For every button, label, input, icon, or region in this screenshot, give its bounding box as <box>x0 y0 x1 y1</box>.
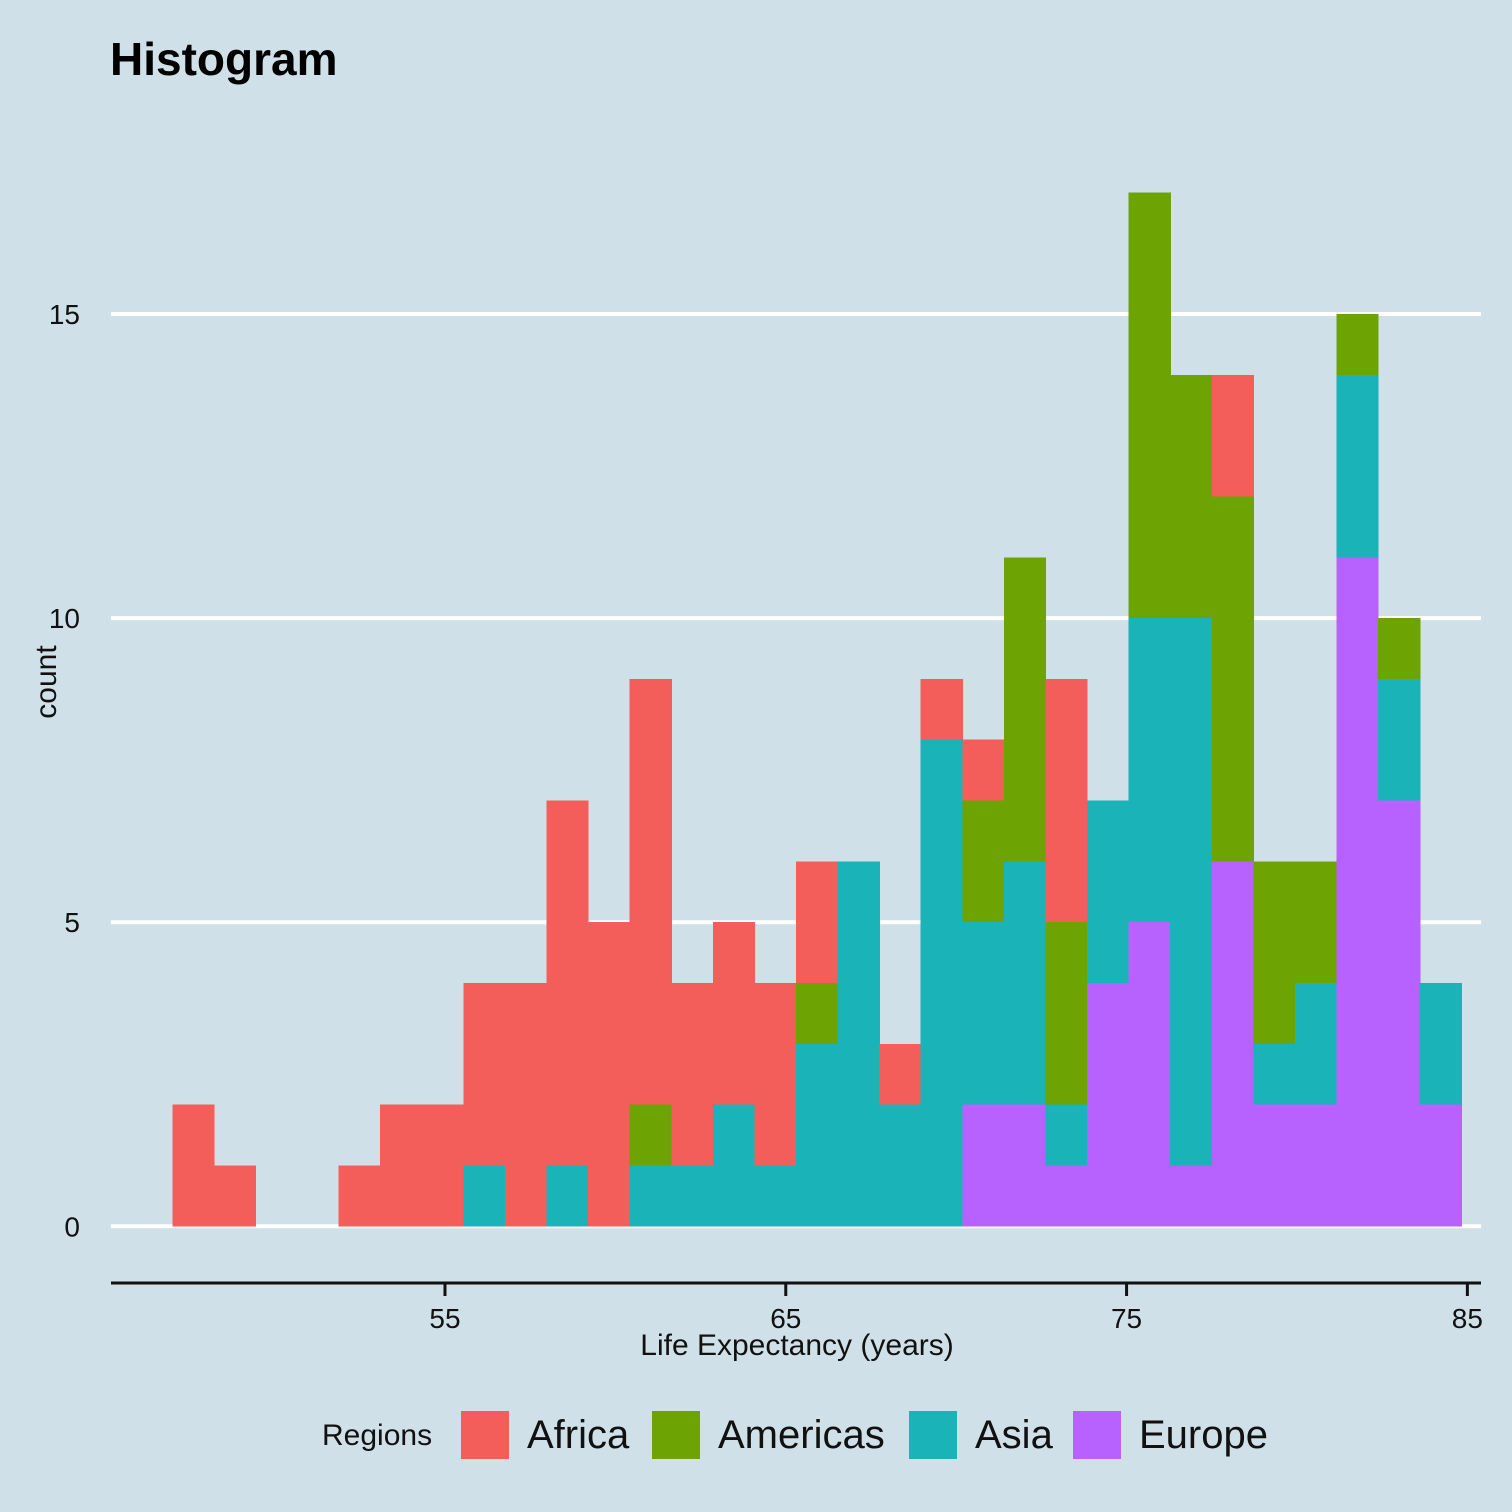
bar-americas-bin-23 <box>1128 192 1171 619</box>
bar-europe-bin-22 <box>1087 983 1130 1227</box>
legend-title: Regions <box>322 1419 432 1452</box>
bar-asia-bin-23 <box>1128 618 1171 923</box>
legend-label-africa: Africa <box>527 1413 630 1457</box>
bar-americas-bin-19 <box>962 800 1005 923</box>
bar-africa-bin-0 <box>172 1104 215 1227</box>
bar-europe-bin-24 <box>1170 1165 1213 1227</box>
x-tick-label-75: 75 <box>1111 1303 1142 1334</box>
bar-americas-bin-21 <box>1045 922 1088 1105</box>
bar-europe-bin-30 <box>1419 1104 1462 1227</box>
y-tick-label-5: 5 <box>64 907 80 938</box>
y-axis-title: count <box>30 645 63 719</box>
bar-americas-bin-27 <box>1294 861 1338 984</box>
legend-key-asia <box>909 1411 957 1459</box>
legend-label-europe: Europe <box>1139 1413 1268 1457</box>
bar-europe-bin-26 <box>1253 1104 1296 1227</box>
bar-africa-bin-19 <box>962 739 1005 801</box>
bar-africa-bin-12 <box>671 983 714 1166</box>
bar-asia-bin-18 <box>920 739 963 1227</box>
bar-africa-bin-21 <box>1045 678 1088 923</box>
bar-africa-bin-7 <box>463 983 506 1166</box>
legend: Regions Africa Americas Asia Europe <box>322 1411 1268 1459</box>
bar-africa-bin-17 <box>879 1043 922 1105</box>
bar-europe-bin-23 <box>1128 922 1171 1227</box>
bar-europe-bin-28 <box>1336 557 1379 1227</box>
bar-africa-bin-6 <box>421 1104 464 1227</box>
bars <box>172 192 1462 1227</box>
bar-europe-bin-29 <box>1378 800 1421 1227</box>
x-tick-label-65: 65 <box>770 1303 801 1334</box>
bar-africa-bin-1 <box>213 1165 257 1227</box>
bar-africa-bin-13 <box>712 922 756 1105</box>
bar-asia-bin-28 <box>1336 374 1379 558</box>
legend-label-americas: Americas <box>718 1413 885 1457</box>
bar-asia-bin-27 <box>1294 983 1338 1105</box>
bar-asia-bin-11 <box>629 1165 672 1227</box>
bar-europe-bin-27 <box>1294 1104 1338 1227</box>
bar-africa-bin-4 <box>338 1165 381 1227</box>
bar-africa-bin-9 <box>546 800 589 1166</box>
bar-americas-bin-20 <box>1003 557 1047 862</box>
bar-americas-bin-24 <box>1170 374 1213 619</box>
y-tick-label-0: 0 <box>64 1211 80 1242</box>
x-tick-label-55: 55 <box>429 1303 460 1334</box>
bar-asia-bin-24 <box>1170 618 1213 1166</box>
bar-africa-bin-5 <box>380 1104 423 1227</box>
bar-asia-bin-16 <box>837 861 880 1227</box>
x-axis: 55 65 75 85 <box>111 1281 1483 1334</box>
bar-americas-bin-25 <box>1211 496 1254 862</box>
bar-asia-bin-21 <box>1045 1104 1088 1166</box>
bar-asia-bin-7 <box>463 1165 506 1227</box>
bar-asia-bin-13 <box>712 1104 756 1227</box>
bar-africa-bin-8 <box>504 983 548 1227</box>
bar-asia-bin-30 <box>1419 983 1462 1105</box>
bar-asia-bin-15 <box>796 1043 839 1227</box>
bar-europe-bin-25 <box>1211 861 1254 1227</box>
bar-asia-bin-26 <box>1253 1043 1296 1105</box>
bar-africa-bin-14 <box>754 983 797 1166</box>
bar-europe-bin-19 <box>962 1104 1005 1227</box>
bar-asia-bin-20 <box>1003 861 1047 1105</box>
bar-asia-bin-12 <box>671 1165 714 1227</box>
bar-asia-bin-29 <box>1378 678 1421 801</box>
bar-asia-bin-22 <box>1087 800 1130 984</box>
bar-europe-bin-20 <box>1003 1104 1047 1227</box>
bar-asia-bin-14 <box>754 1165 797 1227</box>
bar-africa-bin-15 <box>796 861 839 984</box>
bar-americas-bin-11 <box>629 1104 672 1166</box>
bar-americas-bin-29 <box>1378 618 1421 679</box>
bar-americas-bin-26 <box>1253 861 1296 1044</box>
bar-africa-bin-18 <box>920 678 963 740</box>
y-tick-label-15: 15 <box>49 299 80 330</box>
bar-asia-bin-17 <box>879 1104 922 1227</box>
bar-americas-bin-28 <box>1336 313 1379 375</box>
bar-africa-bin-25 <box>1211 374 1254 497</box>
chart-title: Histogram <box>110 33 337 85</box>
bar-americas-bin-15 <box>796 983 839 1044</box>
y-tick-label-10: 10 <box>49 603 80 634</box>
legend-label-asia: Asia <box>975 1413 1054 1457</box>
bar-africa-bin-11 <box>629 678 672 1105</box>
legend-key-americas <box>652 1411 700 1459</box>
y-axis: 0 5 10 15 <box>49 299 80 1242</box>
x-axis-title: Life Expectancy (years) <box>640 1329 953 1362</box>
legend-key-africa <box>461 1411 509 1459</box>
bar-asia-bin-9 <box>546 1165 589 1227</box>
bar-africa-bin-10 <box>588 922 631 1227</box>
bar-europe-bin-21 <box>1045 1165 1088 1227</box>
x-tick-label-85: 85 <box>1452 1303 1483 1334</box>
bar-asia-bin-19 <box>962 922 1005 1105</box>
legend-key-europe <box>1073 1411 1121 1459</box>
